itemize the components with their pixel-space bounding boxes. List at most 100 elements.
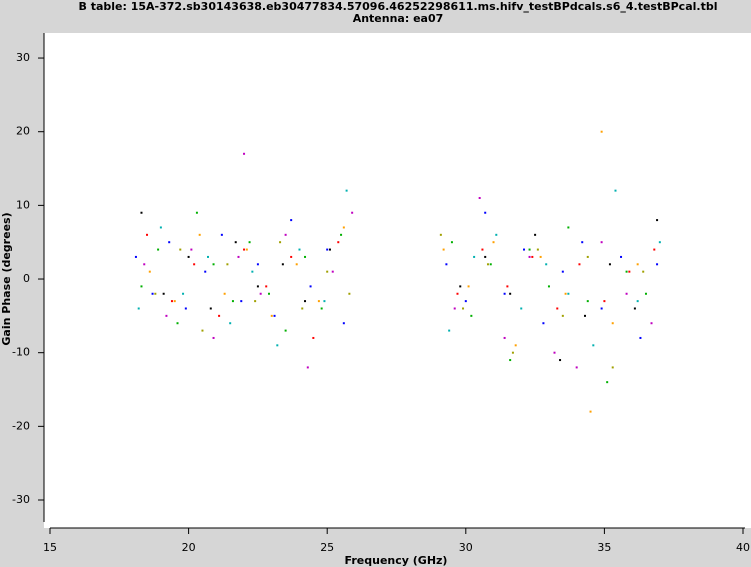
point [509,292,512,295]
point [231,300,234,303]
point [650,322,653,325]
point [606,381,609,384]
point [481,248,484,251]
point [198,233,201,236]
x-tick-label: 25 [320,541,334,554]
point [453,307,456,310]
point [237,255,240,258]
point [170,300,173,303]
point [168,241,171,244]
point [159,226,162,229]
point [190,248,193,251]
point [290,219,293,222]
point [625,292,628,295]
y-tick-label: 20 [16,125,30,138]
point [351,211,354,214]
chart-subtitle: Antenna: ea07 [353,12,444,25]
point [586,300,589,303]
point [195,211,198,214]
point [636,263,639,266]
point [270,314,273,317]
point [254,300,257,303]
point [545,263,548,266]
point [162,292,165,295]
point [301,307,304,310]
point [531,255,534,258]
point [298,248,301,251]
point [464,300,467,303]
point [326,270,329,273]
point [603,300,606,303]
point [611,366,614,369]
point [306,366,309,369]
point [528,255,531,258]
point [157,248,160,251]
x-tick-label: 35 [597,541,611,554]
point [304,300,307,303]
point [495,233,498,236]
point [567,226,570,229]
point [173,300,176,303]
point [342,226,345,229]
point [503,292,506,295]
point [320,307,323,310]
point [218,314,221,317]
point [240,300,243,303]
point [204,270,207,273]
x-tick-label: 40 [736,541,750,554]
point [201,329,204,332]
point [137,307,140,310]
point [611,322,614,325]
x-tick-label: 20 [182,541,196,554]
point [229,322,232,325]
point [220,233,223,236]
y-tick-label: 0 [23,272,30,285]
point [489,263,492,266]
point [348,292,351,295]
point [628,270,631,273]
point [279,241,282,244]
point [323,300,326,303]
y-tick-label: 10 [16,198,30,211]
point [234,241,237,244]
point [267,292,270,295]
y-tick-label: -10 [12,346,30,359]
point [592,344,595,347]
point [514,344,517,347]
point [484,255,487,258]
point [337,241,340,244]
point [478,197,481,199]
point [614,189,617,192]
point [467,285,470,288]
point [304,255,307,258]
point [581,241,584,244]
point [312,336,315,339]
point [470,314,473,317]
point [284,233,287,236]
point [243,152,246,155]
point [575,366,578,369]
point [148,270,151,273]
point [633,307,636,310]
point [193,263,196,266]
point [484,211,487,214]
point [644,292,647,295]
point [265,285,268,288]
point [328,248,331,251]
y-tick-label: 30 [16,51,30,64]
point [445,263,448,266]
point [625,270,628,273]
point [642,270,645,273]
point [187,255,190,258]
x-tick-label: 30 [459,541,473,554]
point [256,263,259,266]
point [140,285,143,288]
point [620,255,623,258]
point [146,233,149,236]
point [290,255,293,258]
point [273,314,276,317]
point [184,307,187,310]
point [600,307,603,310]
point [176,322,179,325]
